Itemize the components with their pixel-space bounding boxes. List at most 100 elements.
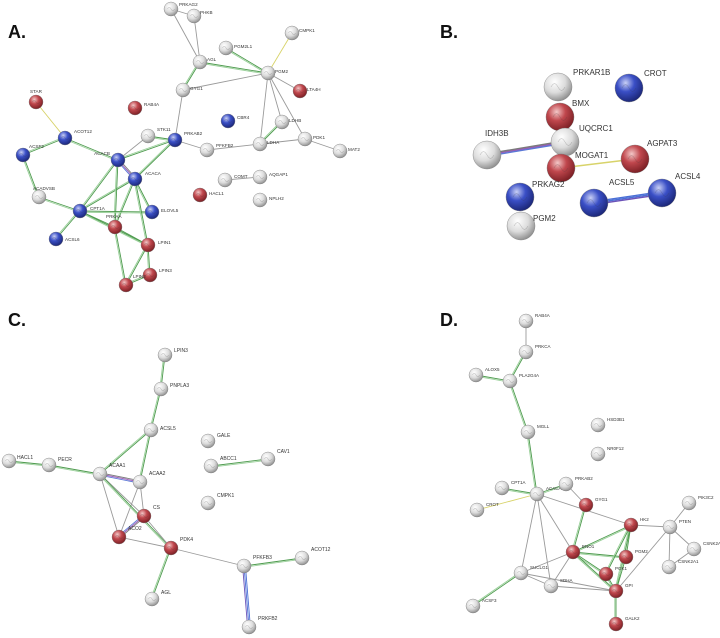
node-pecr[interactable]: PECR	[41, 457, 72, 473]
node-stk11[interactable]: STK11	[140, 127, 171, 144]
node-acsl4[interactable]: ACSL4	[647, 172, 701, 208]
node-phkb[interactable]: PHKB	[186, 8, 213, 24]
node-gpi[interactable]: GPI	[608, 583, 633, 599]
node-hacl1[interactable]: HACL1	[1, 453, 33, 469]
node-acsl6[interactable]: ACSL6	[48, 231, 80, 247]
node-ldhb[interactable]: LDHB	[274, 114, 301, 130]
node-lpin2[interactable]: LPIN2	[118, 274, 146, 293]
node-crot-ball	[614, 73, 644, 103]
node-pnpla3[interactable]: PNPLA3	[153, 381, 189, 397]
node-pgk1[interactable]: PGK1	[598, 566, 628, 582]
node-prkca[interactable]: PRKCA	[518, 344, 551, 360]
node-agl[interactable]: AGL	[192, 54, 217, 70]
node-acsl5[interactable]: ACSL5	[143, 422, 176, 438]
node-label-cpt1a: CPT1A	[90, 206, 106, 211]
node-acsl5[interactable]: ACSL5	[579, 178, 635, 218]
node-pla2g4a[interactable]: PLA2G4A	[502, 373, 539, 389]
node-crot[interactable]: CROT	[614, 69, 667, 103]
node-lpin1[interactable]: LPIN1	[140, 237, 171, 253]
node-prkab2[interactable]: PRKAB2	[558, 476, 593, 492]
node-cmpk1[interactable]: CMPK1	[284, 25, 315, 41]
node-rab4a[interactable]: RAB4A	[127, 100, 160, 116]
node-gale[interactable]: GALE	[200, 433, 231, 449]
node-acadvsb[interactable]: ACADVSB	[31, 186, 55, 205]
node-label-pdk4: PDK4	[180, 537, 193, 543]
node-acot12[interactable]: ACOT12	[57, 129, 92, 146]
node-eno1[interactable]: ENO1	[565, 544, 595, 560]
node-hk2[interactable]: HK2	[623, 517, 649, 533]
node-nr0f12[interactable]: NR0F12	[590, 446, 624, 462]
node-prkag2[interactable]: PRKAG2	[163, 1, 198, 17]
node-acsf3[interactable]: ACSF3	[465, 598, 497, 614]
node-nplh2[interactable]: NPLH2	[252, 192, 284, 208]
node-mogat1[interactable]: MOGAT1	[546, 151, 609, 183]
node-cmpk1[interactable]: CMPK1	[200, 493, 234, 511]
node-prkar1b[interactable]: PRKAR1B	[543, 68, 610, 102]
node-aqgap1[interactable]: AQGAP1	[252, 169, 288, 185]
node-pik3c2[interactable]: PIK3C2	[681, 495, 714, 511]
node-lta4h[interactable]: LTA4H	[292, 83, 321, 99]
edge-acacb-cpt1a-strand1	[78, 158, 118, 211]
node-label-acaca: ACACA	[145, 171, 162, 176]
node-ldha[interactable]: LDHA	[252, 136, 280, 152]
node-csnk2a1[interactable]: CSNK2A1	[661, 559, 699, 575]
node-acsf3-ball	[465, 598, 481, 614]
node-gyg1[interactable]: GYG1	[175, 82, 203, 98]
node-acot12[interactable]: ACOT12	[294, 547, 331, 566]
node-crot[interactable]: CROT	[469, 502, 499, 518]
node-label-pecr: PECR	[58, 457, 72, 463]
node-hsd3b1[interactable]: HSD3B1	[590, 417, 625, 433]
node-cav1[interactable]: CAV1	[260, 449, 290, 467]
node-lpin3[interactable]: LPIN3	[142, 267, 172, 283]
node-nplh2-ball	[252, 192, 268, 208]
node-mgll[interactable]: MGLL	[520, 424, 550, 440]
node-cav1-ball	[260, 451, 276, 467]
node-aco2[interactable]: ACO2	[111, 526, 142, 545]
node-lta4h-structure	[296, 89, 304, 93]
node-acacb[interactable]: ACACB	[94, 151, 126, 168]
node-acsf2[interactable]: ACSF2	[15, 144, 44, 163]
node-pgm2[interactable]: PGM2	[260, 65, 288, 81]
node-pfkfb2[interactable]: PFKFB2	[199, 142, 234, 158]
node-rab4a[interactable]: RAB4A	[518, 313, 550, 329]
node-gyg1[interactable]: GYG1	[578, 497, 608, 513]
node-pfkfb3[interactable]: PFKFB3	[236, 555, 272, 574]
node-elovl5[interactable]: ELOVL5	[144, 204, 179, 220]
node-pgm2[interactable]: PGM2	[618, 549, 648, 565]
node-hacl1[interactable]: HACL1	[192, 187, 224, 203]
node-sdha[interactable]: SDHA	[543, 578, 573, 594]
node-acaca[interactable]: ACACA	[127, 171, 162, 187]
node-mat2[interactable]: MAT2	[332, 143, 360, 159]
node-pgm2l1[interactable]: PGM2L1	[218, 40, 253, 56]
node-cs[interactable]: CS	[136, 505, 161, 524]
node-abcc1[interactable]: ABCC1	[203, 456, 237, 474]
node-cpt1a[interactable]: CPT1A	[494, 480, 526, 496]
node-pgm2[interactable]: PGM2	[506, 211, 556, 241]
node-agl[interactable]: AGL	[144, 590, 171, 607]
node-suclg1[interactable]: SUCLG1	[513, 565, 549, 581]
node-acaa1[interactable]: ACAA1	[92, 463, 126, 482]
node-star[interactable]: STAR	[28, 89, 44, 110]
node-agpat3[interactable]: AGPAT3	[620, 139, 678, 174]
node-pten[interactable]: PTEN	[662, 519, 691, 535]
node-prkaa[interactable]: PRKAA	[106, 214, 123, 235]
node-label-prkab2: PRKAB2	[184, 131, 203, 136]
node-pdk4[interactable]: PDK4	[163, 537, 193, 556]
node-prkfb2[interactable]: PRKFB2	[241, 616, 278, 635]
node-cbr4[interactable]: CBR4	[220, 113, 250, 129]
node-idh3b[interactable]: IDH3B	[472, 129, 509, 170]
node-galk2[interactable]: GALK2	[608, 616, 640, 632]
node-comt[interactable]: COMT	[217, 172, 248, 188]
node-acaca[interactable]: ACACA	[529, 486, 562, 502]
node-cpt1a[interactable]: CPT1A	[72, 203, 106, 219]
node-csnk2a2[interactable]: CSNK2A2	[686, 541, 720, 557]
node-prkag2[interactable]: PRKAG2	[505, 180, 565, 212]
node-acaa2-ball	[132, 474, 148, 490]
node-prkab2[interactable]: PRKAB2	[167, 131, 203, 148]
node-pdk1[interactable]: PDK1	[297, 131, 325, 147]
node-ldhb-structure	[278, 120, 286, 124]
edge-cmpk1-pgm2	[267, 32, 293, 74]
node-alox5[interactable]: ALOX5	[468, 367, 500, 383]
node-acaa2[interactable]: ACAA2	[132, 471, 166, 490]
node-lpin3[interactable]: LPIN3	[157, 347, 188, 363]
